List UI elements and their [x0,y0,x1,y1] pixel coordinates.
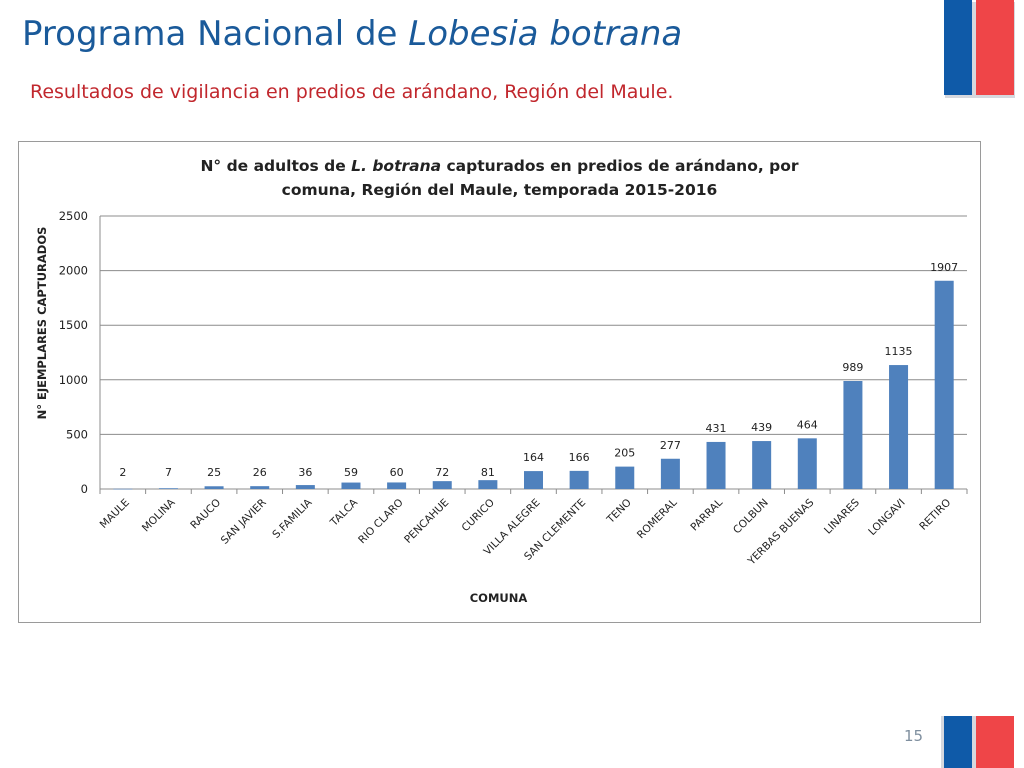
y-tick-label: 2000 [59,264,88,278]
bar [752,441,772,489]
bar [934,280,954,489]
x-tick-label: PARRAL [688,497,725,534]
x-tick-label: ROMERAL [635,497,680,542]
x-tick-label: LONGAVI [866,497,907,538]
data-label: 7 [165,466,172,479]
data-label: 205 [614,447,635,460]
x-tick-label: SAN JAVIER [219,497,269,547]
bar [113,488,133,490]
y-tick-label: 0 [81,482,88,496]
data-label: 1135 [885,345,913,358]
x-tick-label: PENCAHUE [402,497,451,546]
data-label: 989 [842,361,863,374]
slide-title-text: Programa Nacional de [22,14,409,54]
bar [387,482,407,489]
x-tick-label: RAUCO [188,497,223,532]
data-label: 36 [298,466,312,479]
x-tick-label: CURICO [460,497,497,534]
chart-title: N° de adultos de L. botrana capturados e… [19,154,980,202]
data-label: 59 [344,466,358,479]
bar [204,486,224,489]
y-axis-title: N° EJEMPLARES CAPTURADOS [35,227,49,420]
bar [250,486,270,489]
chart-title-line1: N° de adultos de L. botrana capturados e… [200,157,799,175]
bar [843,381,863,489]
slide-title-species: Lobesia botrana [408,14,683,54]
data-label: 26 [253,466,267,479]
data-label: 25 [207,466,221,479]
y-tick-label: 2500 [59,209,88,223]
x-axis-title: COMUNA [470,591,528,605]
y-tick-label: 1500 [59,318,88,332]
bar [432,481,452,489]
bar [295,485,315,489]
bar [797,438,817,489]
flag-bottom-blue [944,716,972,768]
data-label: 81 [481,466,495,479]
bar [341,482,361,489]
slide-subtitle: Resultados de vigilancia en predios de a… [30,81,674,103]
bar [158,488,178,489]
x-tick-label: S.FAMILIA [270,496,315,541]
chart-title-line2: comuna, Región del Maule, temporada 2015… [281,181,718,199]
data-label: 431 [706,422,727,435]
bar-chart: 0 500 1000 1500 2000 2500 2 MAULE 7 MOLINA 25 RAUCO… [35,209,968,605]
data-label: 1907 [930,261,958,274]
bar [524,471,543,489]
bar [706,441,726,489]
x-tick-label: RETIRO [917,497,953,533]
x-tick-label: MOLINA [140,496,178,534]
data-label: 2 [119,466,126,479]
y-tick-label: 1000 [59,373,88,387]
slide-title: Programa Nacional de Lobesia botrana [22,14,682,54]
flag-bottom-red [976,716,1014,768]
chart-container: N° de adultos de L. botrana capturados e… [18,141,981,623]
flag-top-red [976,0,1014,95]
bar [660,458,680,489]
data-label: 60 [390,466,404,479]
data-label: 277 [660,439,681,452]
x-tick-label: COLBUN [731,497,771,537]
bar [569,470,589,489]
x-tick-label: LINARES [822,496,862,536]
x-tick-label: MAULE [98,497,132,531]
data-label: 166 [569,451,590,464]
x-tick-label: RIO CLARO [356,497,406,547]
data-label: 464 [797,418,818,431]
x-tick-label: TENO [604,497,634,527]
flag-top-blue [944,0,972,95]
x-tick-label: TALCA [327,496,360,529]
data-label: 439 [751,421,772,434]
page-number: 15 [904,727,924,745]
data-label: 164 [523,451,544,464]
bar [889,365,909,489]
bar [615,466,635,489]
bar [478,480,498,489]
y-tick-label: 500 [66,427,88,441]
data-label: 72 [435,466,449,479]
